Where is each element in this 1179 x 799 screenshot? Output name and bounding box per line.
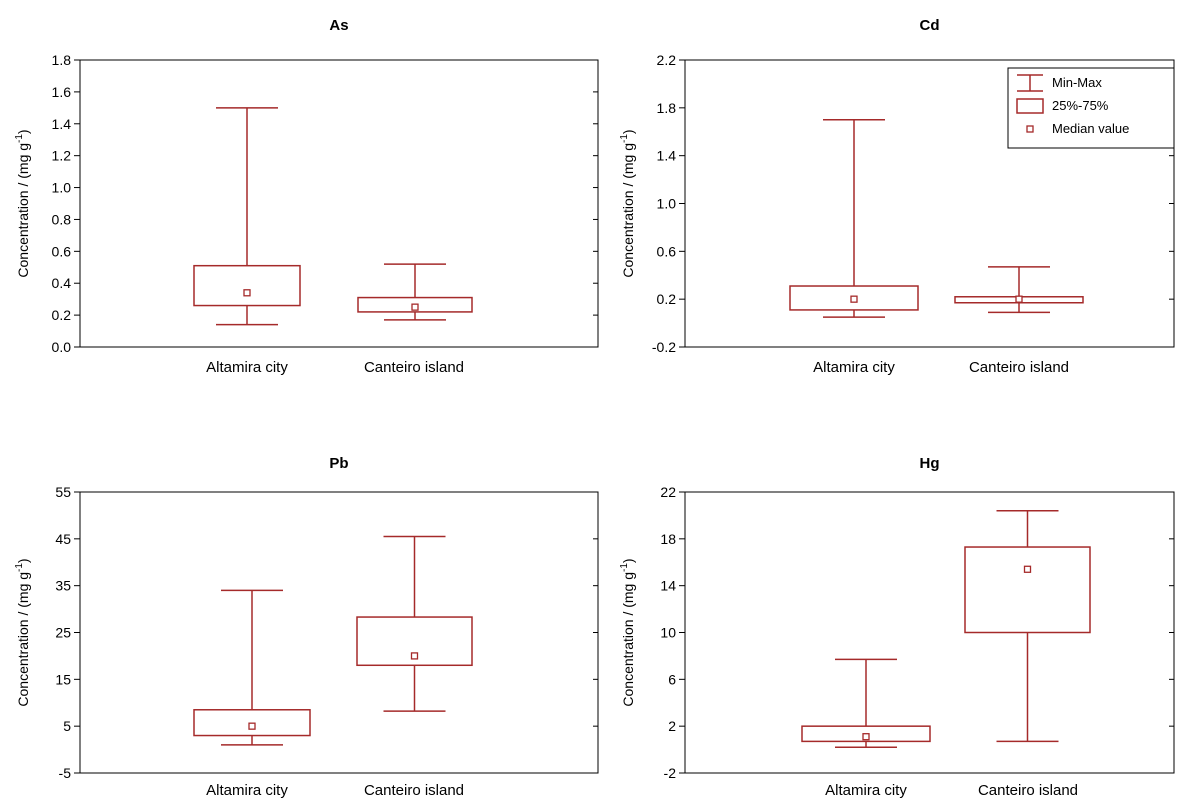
y-tick-label: 35 (55, 578, 71, 594)
plot-frame (79, 491, 599, 774)
y-tick-label: 55 (55, 484, 71, 500)
median-marker (1023, 565, 1032, 573)
legend-box-symbol (1016, 98, 1044, 114)
y-tick-label: 45 (55, 531, 71, 547)
y-tick-label: 1.0 (52, 180, 72, 196)
legend-median-symbol (1026, 125, 1034, 133)
box-altamira-city (193, 589, 311, 746)
y-tick-label: 6 (668, 671, 676, 687)
y-tick-label: 0.8 (52, 211, 72, 227)
median-marker (248, 722, 256, 730)
median-marker (243, 289, 251, 297)
y-tick-label: 10 (660, 625, 676, 641)
legend-label: Min-Max (1052, 75, 1102, 90)
category-label: Altamira city (825, 782, 907, 799)
y-tick-label: 1.8 (52, 52, 72, 68)
category-label: Canteiro island (364, 782, 464, 799)
y-tick-label: 2.2 (657, 52, 677, 68)
y-tick-label: 2 (668, 718, 676, 734)
y-tick-label: 1.4 (657, 148, 677, 164)
category-label: Canteiro island (978, 782, 1078, 799)
panel-hg: Hg -2 2 6 10 14 18 22 Concentration / (mg g-1) Al… (619, 455, 1175, 799)
box-canteiro-island (357, 263, 473, 321)
y-tick-label: 0.2 (657, 291, 677, 307)
panels: As 0.0 0.2 0.4 0.6 0.8 1.0 1.2 1.4 1.6 1.8 Concentr… (14, 17, 1175, 799)
box-canteiro-island (964, 509, 1091, 743)
legend: Min-Max 25%-75% Median value (1007, 67, 1175, 149)
y-tick-label: 0.6 (657, 243, 677, 259)
median-marker (410, 652, 419, 660)
y-tick-label: 15 (55, 671, 71, 687)
box-altamira-city (193, 107, 301, 326)
iqr-box (193, 264, 301, 307)
legend-label: 25%-75% (1052, 98, 1109, 113)
category-label: Canteiro island (364, 359, 464, 376)
median-marker (862, 733, 870, 741)
y-tick-label: 22 (660, 484, 676, 500)
y-tick-label: 0.0 (52, 339, 72, 355)
box-canteiro-island (954, 266, 1084, 314)
y-tick-label: 0.6 (52, 243, 72, 259)
y-axis-label: Concentration / (mg g-1) (14, 558, 31, 706)
iqr-box (964, 546, 1091, 634)
y-tick-label: 18 (660, 531, 676, 547)
panel-title: Hg (920, 455, 940, 472)
y-axis-label: Concentration / (mg g-1) (619, 129, 636, 277)
category-label: Altamira city (813, 359, 895, 376)
category-label: Altamira city (206, 782, 288, 799)
panel-title: As (329, 17, 348, 34)
y-tick-label: -5 (59, 765, 72, 781)
y-tick-label: 0.2 (52, 307, 72, 323)
y-tick-label: 14 (660, 578, 676, 594)
y-tick-label: 1.8 (657, 100, 677, 116)
median-marker (1015, 295, 1023, 303)
y-axis-label: Concentration / (mg g-1) (619, 558, 636, 706)
plot-frame (79, 59, 599, 348)
box-altamira-city (801, 658, 931, 748)
box-altamira-city (789, 119, 919, 318)
category-label: Canteiro island (969, 359, 1069, 376)
y-tick-label: -0.2 (652, 339, 676, 355)
category-label: Altamira city (206, 359, 288, 376)
legend-label: Median value (1052, 121, 1129, 136)
panel-as: As 0.0 0.2 0.4 0.6 0.8 1.0 1.2 1.4 1.6 1.8 Concentr… (14, 17, 599, 376)
y-tick-label: 1.6 (52, 84, 72, 100)
y-tick-label: 25 (55, 625, 71, 641)
y-tick-label: 5 (63, 718, 71, 734)
legend-frame (1007, 67, 1175, 149)
panel-cd: Cd -0.2 0.2 0.6 1.0 1.4 1.8 2.2 Concentration / … (619, 17, 1175, 376)
panel-pb: Pb -5 5 15 25 35 45 55 Concentration / (mg g-1) A… (14, 455, 599, 799)
y-tick-label: -2 (664, 765, 677, 781)
box-canteiro-island (356, 535, 473, 712)
y-tick-label: 1.4 (52, 116, 72, 132)
panel-title: Cd (920, 17, 940, 34)
y-tick-label: 0.4 (52, 275, 72, 291)
median-marker (850, 295, 858, 303)
y-tick-label: 1.2 (52, 148, 72, 164)
median-marker (411, 303, 419, 311)
panel-title: Pb (329, 455, 348, 472)
y-axis-label: Concentration / (mg g-1) (14, 129, 31, 277)
y-tick-label: 1.0 (657, 196, 677, 212)
